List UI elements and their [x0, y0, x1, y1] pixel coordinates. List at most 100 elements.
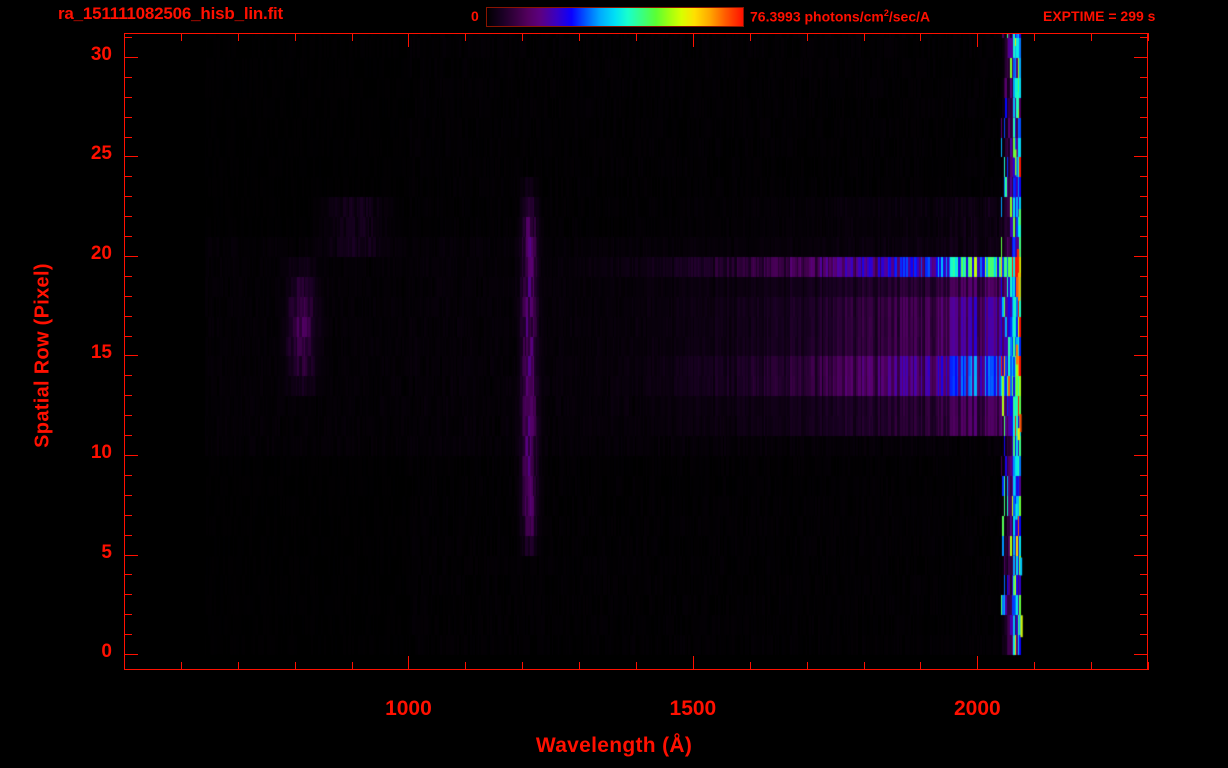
y-axis-major-tick-right [1134, 355, 1148, 356]
y-axis-minor-tick [124, 594, 132, 595]
x-axis-minor-tick [750, 662, 751, 670]
x-axis-minor-tick [864, 662, 865, 670]
colorbar [486, 7, 744, 27]
x-axis-minor-tick [920, 662, 921, 670]
y-axis-minor-tick-right [1140, 515, 1148, 516]
y-axis-minor-tick-right [1140, 276, 1148, 277]
x-axis-major-tick [977, 656, 978, 670]
y-axis-major-tick [124, 256, 138, 257]
y-axis-minor-tick-right [1140, 435, 1148, 436]
y-axis-major-tick [124, 455, 138, 456]
x-axis-minor-tick-top [920, 33, 921, 41]
colorbar-units-pre: photons/cm [800, 8, 884, 25]
y-axis-minor-tick-right [1140, 375, 1148, 376]
y-axis-minor-tick-right [1140, 77, 1148, 78]
y-axis-minor-tick-right [1140, 495, 1148, 496]
y-axis-minor-tick-right [1140, 574, 1148, 575]
y-axis-major-tick [124, 555, 138, 556]
file-title: ra_151111082506_hisb_lin.fit [58, 4, 284, 23]
y-axis-minor-tick-right [1140, 614, 1148, 615]
x-axis-major-tick [693, 656, 694, 670]
x-axis-minor-tick [1034, 662, 1035, 670]
y-axis-minor-tick [124, 316, 132, 317]
y-axis-minor-tick [124, 176, 132, 177]
y-axis-minor-tick-right [1140, 137, 1148, 138]
colorbar-units-exponent: 2 [883, 8, 889, 18]
x-axis-minor-tick-top [807, 33, 808, 41]
x-axis-title: Wavelength (Å) [535, 734, 693, 757]
y-axis-minor-tick-right [1140, 117, 1148, 118]
y-axis-minor-tick-right [1140, 535, 1148, 536]
y-axis-minor-tick-right [1140, 594, 1148, 595]
y-axis-minor-tick [124, 97, 132, 98]
y-axis-minor-tick [124, 574, 132, 575]
x-axis-minor-tick [807, 662, 808, 670]
x-axis-minor-tick-top [465, 33, 466, 41]
y-axis-tick-label: 0 [101, 641, 112, 663]
y-axis-minor-tick [124, 336, 132, 337]
y-axis-minor-tick-right [1140, 634, 1148, 635]
y-axis-tick-label: 10 [90, 442, 112, 463]
x-axis-tick-label: 2000 [953, 697, 1001, 720]
y-axis-minor-tick-right [1140, 475, 1148, 476]
x-axis-minor-tick-top [238, 33, 239, 41]
x-axis-minor-tick [522, 662, 523, 670]
x-axis-minor-tick [295, 662, 296, 670]
x-axis-minor-tick-top [522, 33, 523, 41]
y-axis-major-tick [124, 156, 138, 157]
x-axis-minor-tick [465, 662, 466, 670]
y-axis-minor-tick-right [1140, 216, 1148, 217]
y-axis-minor-tick [124, 634, 132, 635]
exposure-time-label: EXPTIME = 299 s [1043, 8, 1156, 24]
y-axis-minor-tick [124, 216, 132, 217]
y-axis-minor-tick-right [1140, 236, 1148, 237]
y-axis-minor-tick-right [1140, 176, 1148, 177]
y-axis-minor-tick [124, 515, 132, 516]
y-axis-minor-tick-right [1140, 37, 1148, 38]
y-axis-major-tick-right [1134, 654, 1148, 655]
x-axis-minor-tick-top [864, 33, 865, 41]
y-axis-tick-label: 5 [101, 541, 112, 563]
y-axis-major-tick-right [1134, 256, 1148, 257]
x-axis-major-tick [408, 656, 409, 670]
x-axis-minor-tick [238, 662, 239, 670]
y-axis-major-tick-right [1134, 57, 1148, 58]
y-axis-major-tick [124, 57, 138, 58]
x-axis-minor-tick-top [1148, 33, 1149, 41]
y-axis-minor-tick [124, 196, 132, 197]
spectral-image-plot [124, 33, 1148, 670]
y-axis-major-tick [124, 355, 138, 356]
x-axis-tick-label: 1500 [669, 697, 717, 720]
x-axis-minor-tick-top [750, 33, 751, 41]
y-axis-minor-tick [124, 236, 132, 237]
x-axis-minor-tick [181, 662, 182, 670]
x-axis-major-tick-top [977, 33, 978, 47]
y-axis-minor-tick-right [1140, 415, 1148, 416]
y-axis-minor-tick [124, 276, 132, 277]
y-axis-minor-tick [124, 435, 132, 436]
y-axis-minor-tick [124, 535, 132, 536]
y-axis-minor-tick [124, 475, 132, 476]
colorbar-max-value: 76.3993 [750, 8, 801, 25]
x-axis-minor-tick-top [181, 33, 182, 41]
x-axis-major-tick-top [693, 33, 694, 47]
y-axis-minor-tick [124, 137, 132, 138]
y-axis-tick-label: 25 [90, 143, 112, 165]
x-axis-minor-tick-top [579, 33, 580, 41]
x-axis-major-tick-top [408, 33, 409, 47]
x-axis-minor-tick-top [295, 33, 296, 41]
x-axis-minor-tick [352, 662, 353, 670]
y-axis-major-tick-right [1134, 555, 1148, 556]
x-axis-minor-tick-top [1091, 33, 1092, 41]
colorbar-max-label: 76.3993 photons/cm2/sec/A [750, 8, 930, 25]
x-axis-minor-tick [1148, 662, 1149, 670]
y-axis-tick-label: 20 [90, 242, 112, 264]
y-axis-minor-tick [124, 296, 132, 297]
y-axis-minor-tick [124, 37, 132, 38]
y-axis-major-tick-right [1134, 455, 1148, 456]
colorbar-min-label: 0 [471, 8, 479, 24]
spectral-heatmap-canvas [125, 34, 1147, 669]
y-axis-minor-tick-right [1140, 296, 1148, 297]
y-axis-minor-tick-right [1140, 395, 1148, 396]
